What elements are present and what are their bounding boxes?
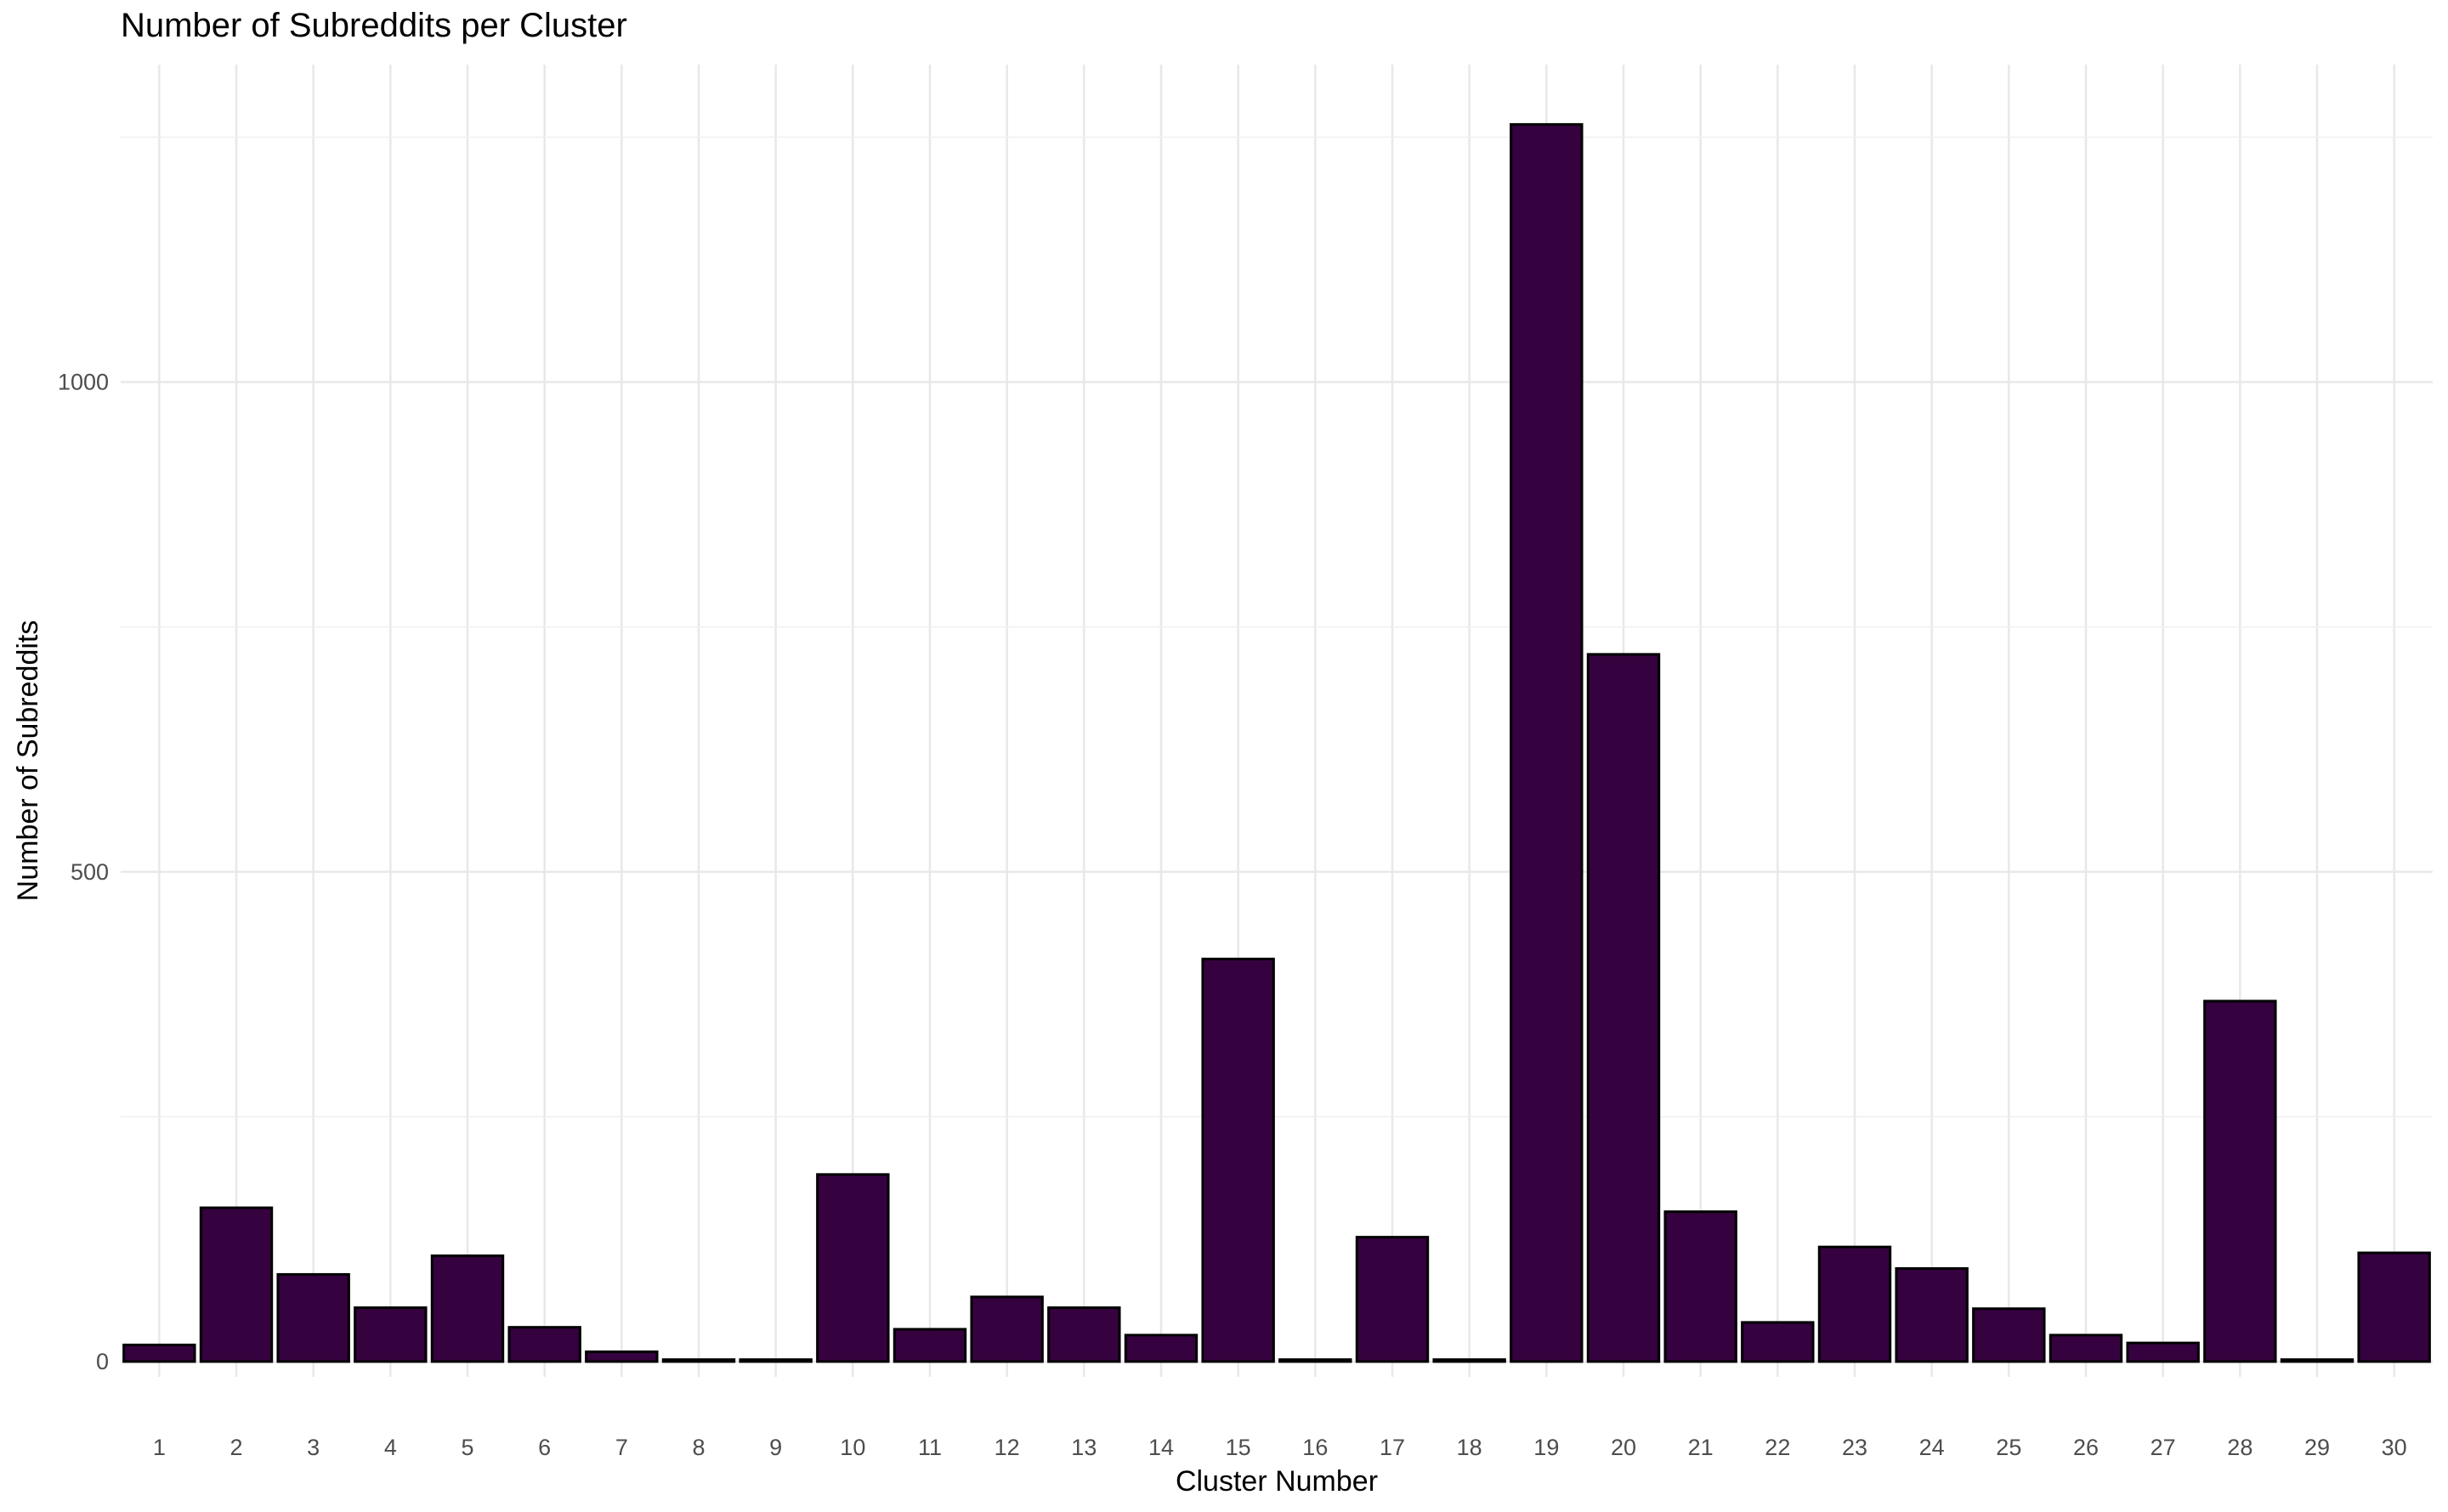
- x-tick-label: 8: [692, 1435, 705, 1460]
- x-axis-title: Cluster Number: [1176, 1465, 1378, 1498]
- bar-cluster-28: [2203, 1000, 2277, 1363]
- x-tick-label: 28: [2227, 1435, 2252, 1460]
- x-tick-label: 18: [1457, 1435, 1482, 1460]
- x-tick-label: 21: [1688, 1435, 1714, 1460]
- bar-cluster-20: [1586, 653, 1661, 1363]
- x-tick-label: 29: [2304, 1435, 2330, 1460]
- bar-cluster-29: [2280, 1358, 2354, 1363]
- x-tick-label: 26: [2073, 1435, 2099, 1460]
- bar-cluster-16: [1278, 1358, 1352, 1363]
- x-tick-label: 23: [1842, 1435, 1867, 1460]
- bar-cluster-24: [1895, 1267, 1969, 1363]
- bar-cluster-3: [276, 1272, 350, 1363]
- x-tick-label: 14: [1148, 1435, 1174, 1460]
- chart-title: Number of Subreddits per Cluster: [121, 7, 627, 44]
- bar-cluster-26: [2048, 1334, 2123, 1363]
- y-axis-ticks: 0 500 1000: [58, 370, 109, 1375]
- bar-cluster-13: [1047, 1306, 1121, 1363]
- y-tick-label: 500: [71, 859, 109, 885]
- x-tick-label: 13: [1071, 1435, 1096, 1460]
- x-tick-label: 10: [840, 1435, 865, 1460]
- x-tick-label: 17: [1380, 1435, 1405, 1460]
- x-tick-label: 24: [1919, 1435, 1945, 1460]
- x-tick-label: 25: [1996, 1435, 2021, 1460]
- bar-cluster-27: [2126, 1341, 2200, 1363]
- bar-cluster-8: [661, 1358, 736, 1363]
- bar-cluster-1: [122, 1343, 196, 1363]
- y-axis-title: Number of Subreddits: [12, 620, 44, 902]
- bar-cluster-14: [1124, 1334, 1198, 1363]
- x-tick-label: 16: [1302, 1435, 1328, 1460]
- x-tick-label: 22: [1765, 1435, 1790, 1460]
- x-tick-label: 7: [615, 1435, 628, 1460]
- bar-cluster-18: [1432, 1358, 1506, 1363]
- bar-cluster-11: [892, 1328, 967, 1363]
- bar-cluster-10: [816, 1173, 890, 1363]
- x-tick-label: 6: [538, 1435, 551, 1460]
- grid-layer: [121, 65, 2433, 1377]
- bar-cluster-17: [1355, 1236, 1430, 1363]
- x-tick-label: 3: [307, 1435, 320, 1460]
- x-tick-label: 30: [2382, 1435, 2407, 1460]
- bar-cluster-22: [1741, 1321, 1815, 1363]
- y-tick-label: 1000: [58, 370, 109, 395]
- x-tick-label: 2: [230, 1435, 242, 1460]
- x-tick-label: 5: [461, 1435, 473, 1460]
- bar-cluster-30: [2357, 1251, 2431, 1363]
- bar-cluster-23: [1817, 1245, 1892, 1363]
- bar-cluster-15: [1201, 957, 1275, 1363]
- bar-cluster-19: [1510, 122, 1584, 1363]
- bar-cluster-2: [199, 1206, 274, 1363]
- x-axis-ticks: 1 2 3 4 5 6 7 8 9 10 11 12 13 14 15 16 17 18 19 20 21 22 23 24 2…: [153, 1435, 2407, 1460]
- bar-cluster-5: [430, 1254, 505, 1363]
- bar-cluster-6: [507, 1326, 581, 1363]
- bar-cluster-25: [1972, 1307, 2046, 1363]
- x-tick-label: 4: [384, 1435, 397, 1460]
- x-tick-label: 12: [994, 1435, 1020, 1460]
- x-tick-label: 19: [1533, 1435, 1559, 1460]
- x-tick-label: 20: [1611, 1435, 1636, 1460]
- bar-cluster-4: [354, 1306, 428, 1363]
- bar-cluster-12: [970, 1295, 1044, 1363]
- x-tick-label: 1: [153, 1435, 166, 1460]
- bar-cluster-7: [585, 1350, 659, 1363]
- bar-cluster-9: [739, 1358, 813, 1363]
- bar-cluster-21: [1663, 1210, 1737, 1363]
- y-tick-label: 0: [96, 1349, 109, 1374]
- bars-layer: [122, 122, 2431, 1363]
- x-tick-label: 15: [1226, 1435, 1251, 1460]
- x-tick-label: 9: [769, 1435, 782, 1460]
- x-tick-label: 27: [2150, 1435, 2176, 1460]
- x-tick-label: 11: [918, 1435, 942, 1460]
